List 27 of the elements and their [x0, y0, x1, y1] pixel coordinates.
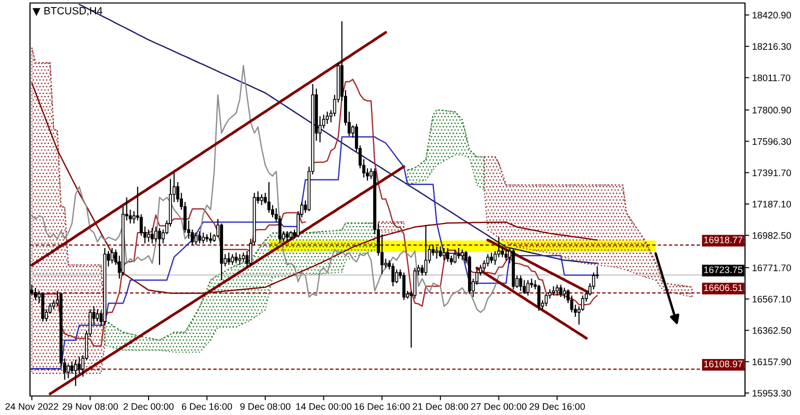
y-tick-label: 16771.70 — [752, 264, 791, 272]
x-tick-label: 29 Nov 08:00 — [62, 403, 118, 410]
y-tick-label: 16982.50 — [752, 232, 791, 239]
y-tick-label: 17800.90 — [752, 106, 791, 114]
y-tick-label: 17596.30 — [752, 138, 791, 145]
ref-line-label: 16723.75 — [704, 266, 742, 274]
x-tick-label: 6 Dec 16:00 — [182, 403, 232, 410]
x-tick-label: 29 Dec 16:00 — [530, 403, 585, 410]
y-tick-label: 16157.90 — [752, 358, 791, 366]
y-tick-label: 17187.10 — [752, 200, 791, 208]
x-tick-label: 14 Dec 00:00 — [296, 403, 352, 410]
x-tick-label: 24 Nov 2022 — [6, 403, 58, 410]
ref-line-label: 16918.77 — [704, 236, 742, 244]
y-tick-label: 18011.70 — [752, 74, 790, 82]
y-tick-label: 18216.30 — [752, 43, 791, 50]
ref-line-label: 16606.51 — [704, 284, 742, 292]
x-tick-label: 2 Dec 00:00 — [124, 403, 174, 410]
ref-line-label: 16108.97 — [704, 360, 742, 368]
y-tick-label: 16567.10 — [752, 296, 791, 303]
x-tick-label: 16 Dec 16:00 — [354, 403, 410, 410]
x-tick-label: 9 Dec 08:00 — [240, 403, 290, 410]
y-tick-label: 17391.70 — [752, 169, 791, 176]
y-tick-label: 15953.30 — [752, 390, 791, 397]
x-tick-label: 21 Dec 08:00 — [412, 403, 468, 410]
x-tick-label: 27 Dec 00:00 — [471, 403, 526, 410]
y-tick-label: 18420.90 — [752, 12, 791, 18]
y-tick-label: 16362.50 — [752, 327, 791, 334]
